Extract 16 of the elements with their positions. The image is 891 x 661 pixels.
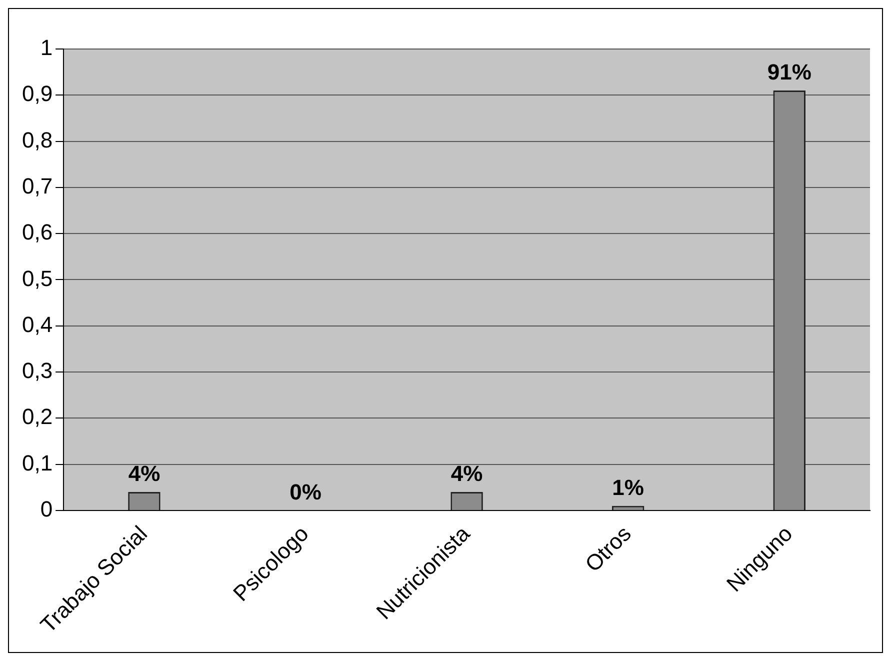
y-tick-label: 0 (40, 496, 53, 522)
data-label: 4% (128, 461, 160, 486)
y-tick-label: 0,5 (22, 266, 53, 291)
y-tick-label: 0,4 (22, 312, 53, 337)
y-tick-label: 0,6 (22, 220, 53, 245)
y-tick-label: 0,1 (22, 450, 53, 476)
data-label: 91% (767, 60, 812, 85)
y-tick-label: 0,8 (22, 127, 53, 152)
data-label: 1% (612, 474, 644, 500)
y-tick-label: 1 (40, 35, 53, 60)
data-label: 0% (290, 480, 322, 505)
y-tick-label: 0,9 (22, 81, 53, 106)
y-tick-label: 0,2 (22, 404, 53, 430)
y-tick-label: 0,7 (22, 174, 53, 199)
y-tick-label: 0,3 (22, 358, 53, 384)
data-label: 4% (450, 461, 483, 486)
